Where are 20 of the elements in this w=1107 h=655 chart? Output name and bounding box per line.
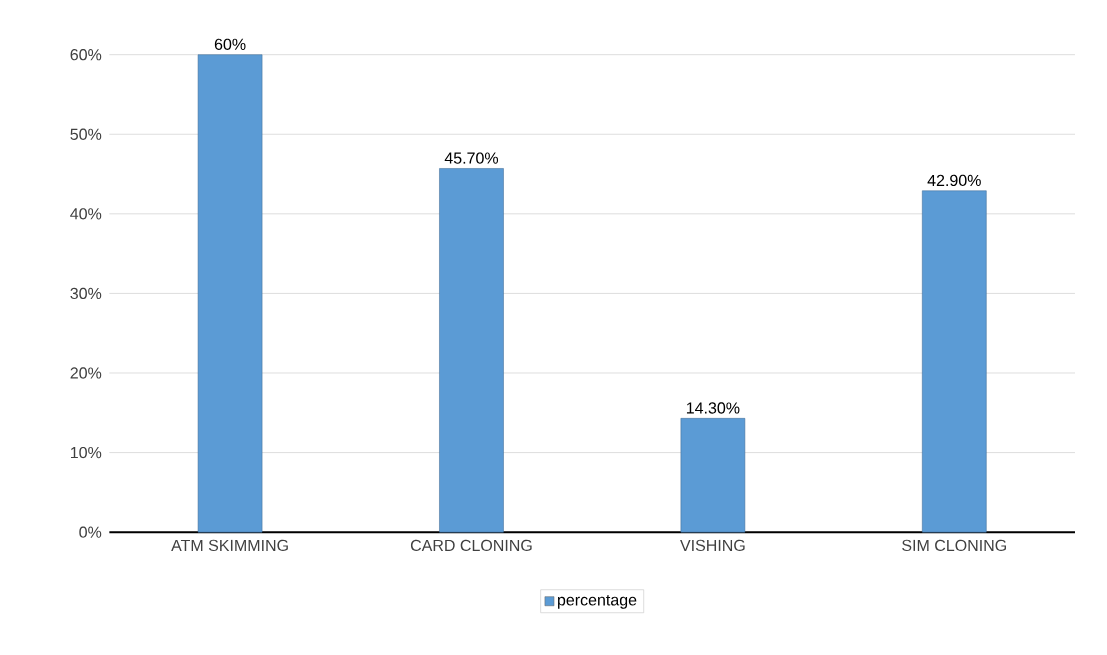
- y-tick-label: 10%: [71, 446, 102, 459]
- bar: [197, 54, 263, 533]
- data-label: 42.90%: [927, 174, 981, 187]
- x-tick-label: SIM CLONING: [902, 539, 1006, 552]
- y-tick-label: 60%: [70, 49, 102, 61]
- x-tick-label: CARD CLONING: [410, 539, 532, 552]
- data-label: 14.30%: [686, 402, 740, 414]
- bar: [439, 168, 504, 533]
- y-tick-label: 0%: [79, 526, 102, 538]
- bar: [922, 190, 987, 533]
- data-label: 60%: [214, 38, 246, 51]
- x-tick-label: VISHING: [680, 539, 745, 552]
- y-tick-label: 40%: [70, 208, 102, 220]
- bar: [680, 418, 746, 533]
- y-tick-label: 50%: [70, 128, 102, 140]
- y-tick-label: 20%: [70, 367, 102, 379]
- y-tick-label: 30%: [70, 287, 102, 300]
- data-label: 45.70%: [444, 152, 499, 164]
- legend-label: percentage: [557, 595, 637, 609]
- x-tick-label: ATM SKIMMING: [171, 539, 288, 552]
